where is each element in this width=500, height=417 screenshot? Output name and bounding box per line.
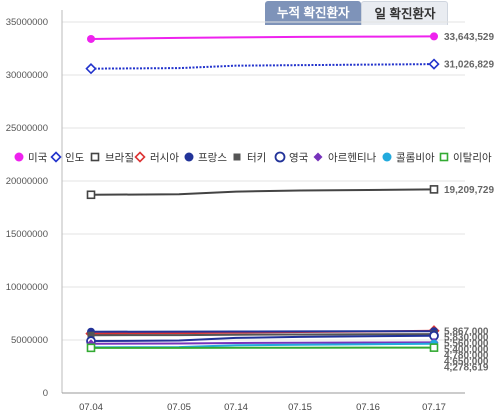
x-tick-label: 07.15 bbox=[288, 402, 312, 413]
legend-marker bbox=[14, 152, 24, 162]
data-label: 31,026,829 bbox=[444, 60, 494, 71]
legend-item[interactable]: 콜롬비아 bbox=[382, 152, 435, 164]
x-tick-label: 07.05 bbox=[167, 402, 191, 413]
data-label: 4,650,000 bbox=[444, 356, 489, 367]
series-line-2 bbox=[90, 188, 435, 196]
y-tick-label: 30000000 bbox=[6, 70, 48, 81]
legend-marker bbox=[50, 151, 62, 163]
series-point bbox=[428, 58, 440, 70]
data-label: 5,400,000 bbox=[444, 344, 489, 355]
series-point bbox=[86, 343, 96, 353]
legend-label: 프랑스 bbox=[198, 152, 227, 164]
legend-item[interactable]: 러시아 bbox=[134, 151, 180, 164]
data-label: 5,560,000 bbox=[444, 338, 489, 349]
x-tick-label: 07.04 bbox=[79, 402, 103, 413]
legend-item[interactable]: 터키 bbox=[233, 152, 267, 164]
legend-marker bbox=[233, 153, 241, 161]
series-line-6 bbox=[90, 334, 435, 343]
legend-label: 아르헨티나 bbox=[328, 152, 377, 164]
series-line-4 bbox=[90, 330, 435, 333]
series-point bbox=[87, 331, 95, 339]
legend-label: 이탈리아 bbox=[453, 151, 492, 164]
legend-label: 터키 bbox=[247, 152, 266, 164]
legend-label: 러시아 bbox=[150, 152, 179, 164]
data-label: 4,780,000 bbox=[444, 350, 489, 361]
y-tick-label: 25000000 bbox=[6, 123, 48, 134]
legend-label: 영국 bbox=[289, 152, 309, 164]
legend-marker bbox=[134, 151, 146, 163]
data-label: 19,209,729 bbox=[444, 185, 494, 196]
series-line-5 bbox=[90, 333, 435, 337]
data-label: 4,278,619 bbox=[444, 362, 489, 373]
legend-marker bbox=[382, 152, 392, 162]
y-tick-label: 15000000 bbox=[6, 229, 48, 240]
legend-item[interactable]: 아르헨티나 bbox=[313, 152, 377, 164]
y-tick-label: 20000000 bbox=[6, 176, 48, 187]
x-tick-label: 07.14 bbox=[224, 402, 248, 413]
legend-marker bbox=[184, 152, 194, 162]
series-line-0 bbox=[90, 35, 435, 40]
data-label: 5,867,000 bbox=[444, 326, 489, 337]
series-line-1 bbox=[90, 63, 435, 70]
legend-marker bbox=[90, 152, 100, 162]
legend-label: 미국 bbox=[28, 152, 48, 164]
series-point bbox=[86, 190, 96, 200]
legend-item[interactable]: 이탈리아 bbox=[439, 151, 492, 164]
legend-item[interactable]: 미국 bbox=[14, 152, 48, 164]
data-label: 5,830,000 bbox=[444, 332, 489, 343]
legend-marker bbox=[439, 152, 449, 162]
tab-bar: 누적 확진환자 일 확진환자 bbox=[265, 1, 449, 25]
legend-label: 콜롬비아 bbox=[396, 152, 435, 164]
series-point bbox=[429, 185, 439, 194]
series-point bbox=[429, 343, 439, 352]
legend-marker bbox=[274, 151, 286, 163]
y-tick-label: 35000000 bbox=[6, 17, 48, 28]
legend-item[interactable]: 프랑스 bbox=[184, 152, 228, 164]
x-tick-label: 07.17 bbox=[422, 402, 446, 413]
series-line-7 bbox=[90, 341, 435, 345]
series-point bbox=[87, 34, 95, 43]
legend-item[interactable]: 인도 bbox=[50, 151, 85, 164]
legend-label: 인도 bbox=[65, 152, 85, 164]
legend-label: 브라질 bbox=[105, 152, 134, 164]
series-point bbox=[430, 32, 438, 41]
x-tick-label: 07.16 bbox=[356, 402, 380, 413]
legend-item[interactable]: 브라질 bbox=[90, 152, 134, 164]
data-label: 33,643,529 bbox=[444, 32, 494, 43]
y-tick-label: 5000000 bbox=[11, 335, 48, 346]
legend-marker bbox=[313, 152, 323, 162]
tab-daily-cases[interactable]: 일 확진환자 bbox=[361, 1, 449, 25]
legend-item[interactable]: 영국 bbox=[274, 151, 309, 164]
series-point bbox=[85, 63, 97, 75]
y-tick-label: 0 bbox=[43, 388, 48, 399]
y-tick-label: 10000000 bbox=[6, 282, 48, 293]
tab-cumulative-cases[interactable]: 누적 확진환자 bbox=[265, 1, 362, 25]
